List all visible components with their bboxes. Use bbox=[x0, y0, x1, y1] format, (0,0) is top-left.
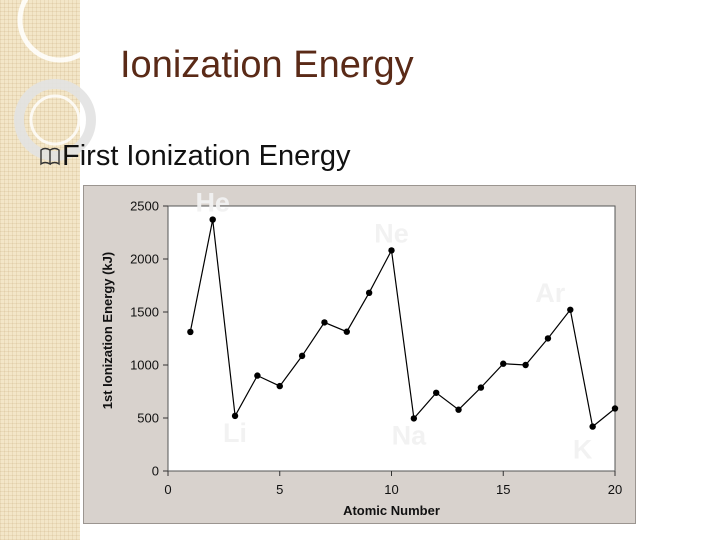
data-point bbox=[388, 247, 395, 254]
data-point bbox=[589, 423, 596, 430]
data-point bbox=[276, 382, 283, 390]
element-label-li: Li bbox=[223, 418, 247, 448]
series-line bbox=[189, 219, 616, 428]
x-tick-label: 20 bbox=[608, 482, 622, 497]
y-tick-label: 500 bbox=[137, 411, 159, 426]
data-point bbox=[231, 412, 239, 420]
element-label-ne: Ne bbox=[374, 218, 409, 248]
element-label-na: Na bbox=[392, 420, 427, 450]
data-point bbox=[298, 352, 306, 360]
book-bullet-icon bbox=[40, 147, 60, 166]
x-tick-label: 15 bbox=[496, 482, 510, 497]
data-point bbox=[365, 289, 373, 297]
y-tick-label: 2500 bbox=[130, 199, 159, 214]
data-point bbox=[455, 406, 462, 413]
slide-title: Ionization Energy bbox=[120, 44, 414, 86]
data-points bbox=[187, 216, 619, 430]
element-label-he: He bbox=[195, 188, 230, 218]
x-axis-ticks: 0 5 10 15 20 bbox=[164, 471, 622, 497]
x-tick-label: 0 bbox=[164, 482, 171, 497]
data-point bbox=[410, 415, 418, 422]
y-tick-label: 1500 bbox=[130, 305, 159, 320]
y-axis-label: 1st Ionization Energy (kJ) bbox=[100, 252, 115, 409]
element-label-ar: Ar bbox=[535, 278, 565, 308]
data-point bbox=[477, 384, 485, 391]
data-point bbox=[209, 216, 216, 223]
y-axis-ticks: 0 500 1000 1500 2000 2500 bbox=[130, 199, 168, 479]
y-tick-label: 0 bbox=[152, 464, 159, 479]
data-point bbox=[522, 361, 529, 369]
data-point bbox=[187, 328, 194, 336]
element-annotations: He Ne Ar Li Na K bbox=[195, 188, 592, 465]
x-tick-label: 5 bbox=[276, 482, 283, 497]
data-point bbox=[544, 335, 552, 342]
y-tick-label: 2000 bbox=[130, 252, 159, 267]
x-axis-label: Atomic Number bbox=[343, 503, 440, 518]
x-tick-label: 10 bbox=[384, 482, 398, 497]
data-point bbox=[500, 360, 507, 367]
y-tick-label: 1000 bbox=[130, 358, 159, 373]
data-point bbox=[343, 328, 350, 335]
element-label-k: K bbox=[573, 435, 593, 465]
data-point bbox=[321, 319, 328, 326]
data-point bbox=[567, 306, 574, 313]
data-point bbox=[254, 372, 261, 379]
bullet-text: First Ionization Energy bbox=[62, 140, 351, 172]
decorative-swirl bbox=[14, 0, 103, 161]
data-point bbox=[611, 405, 619, 412]
data-point bbox=[433, 389, 440, 396]
